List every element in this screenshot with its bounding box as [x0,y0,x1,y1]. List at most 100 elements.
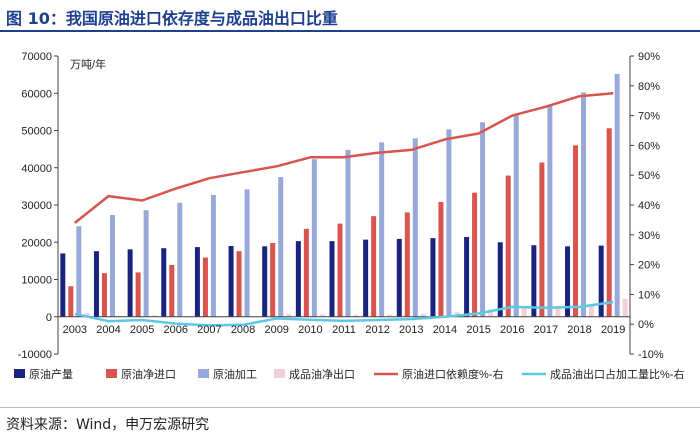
bar-3 [581,92,587,317]
legend-swatch [198,369,209,378]
bar-2 [135,272,141,317]
bar-4 [521,306,527,317]
x-tick-label: 2013 [399,324,423,336]
left-axis-tick-label: 50000 [21,126,52,138]
bar-1 [329,241,335,317]
bar-3 [210,194,216,317]
bar-1 [497,242,503,317]
bar-2 [101,273,107,317]
bar-4 [622,298,628,317]
bar-2 [337,223,343,317]
right-axis-tick-label: 10% [638,289,660,301]
bar-2 [606,128,612,317]
x-tick-label: 2010 [298,324,322,336]
x-tick-label: 2017 [534,324,558,336]
bar-2 [202,257,208,317]
bar-4 [151,315,157,317]
bar-1 [363,239,369,317]
bar-1 [565,246,571,317]
bar-2 [505,175,511,317]
bar-1 [464,237,470,317]
x-tick-label: 2009 [264,324,288,336]
chart-title: 图 10：我国原油进口依存度与成品油出口比重 [6,9,338,28]
title-underline [0,30,700,32]
bar-3 [446,129,452,317]
right-axis: -10% 0% 10% 20% 30% 40% 50% 60% 70% 80% 90% [629,51,664,361]
right-axis-tick-label: 80% [638,81,660,93]
bar-2 [270,242,276,317]
bar-3 [109,215,115,317]
bar-4 [353,314,359,317]
bar-4 [319,314,325,317]
x-tick-labels: 2003 2004 2005 2006 2007 2008 2009 2010 2011 2012… [63,324,626,336]
bar-1 [93,251,99,317]
bar-3 [614,73,620,317]
bar-3 [480,122,486,317]
bar-3 [244,189,250,317]
legend-swatch [106,369,117,378]
bar-3 [412,138,418,317]
bar-2 [169,264,175,317]
bar-1 [228,245,234,317]
x-tick-label: 2014 [433,324,457,336]
bar-4 [555,305,561,317]
x-tick-label: 2005 [130,324,154,336]
bar-2 [573,145,579,317]
bar-3 [345,149,351,317]
bar-1 [262,246,268,317]
bar-3 [76,226,82,317]
legend-swatch [14,369,25,378]
right-axis-tick-label: 70% [638,111,660,123]
bar-1 [396,238,402,317]
bar-2 [371,216,377,317]
legend-label: 原油进口依赖度%-右 [402,367,503,381]
bar-2 [404,212,410,317]
bar-3 [278,177,284,317]
unit-label: 万吨/年 [70,57,106,71]
right-axis-tick-label: 0% [638,319,654,331]
left-axis-tick-label: 40000 [21,163,52,175]
bar-3 [379,142,385,317]
right-axis-tick-label: 90% [638,51,660,63]
line-series-1 [74,92,614,224]
source-divider [0,407,700,408]
bar-2 [303,228,309,317]
bar-marks [60,73,628,318]
bar-1 [295,241,301,317]
bar-4 [387,314,393,317]
right-axis-tick-label: 50% [638,170,660,182]
title-bar: 图 10：我国原油进口依存度与成品油出口比重 [0,0,700,32]
right-axis-tick-label: -10% [638,349,664,361]
bar-4 [589,304,595,317]
bar-1 [127,249,133,317]
x-tick-label: 2016 [500,324,524,336]
x-tick-label: 2012 [365,324,389,336]
bar-2 [472,192,478,317]
legend-label: 成品油出口占加工量比%-右 [550,367,684,381]
left-axis-tick-label: 0 [46,312,52,324]
bar-2 [236,251,242,317]
x-tick-label: 2004 [96,324,120,336]
right-axis-tick-label: 30% [638,230,660,242]
left-axis-tick-label: 10000 [21,275,52,287]
right-axis-tick-label: 20% [638,260,660,272]
x-tick-label: 2008 [231,324,255,336]
x-tick-label: 2018 [567,324,591,336]
bar-1 [60,253,66,317]
line-series-2 [74,300,614,327]
bar-3 [311,159,317,317]
legend-label: 成品油净出口 [289,367,355,381]
left-axis-tick-label: 60000 [21,88,52,100]
bar-3 [143,210,149,317]
bar-1 [531,245,537,317]
legend-label: 原油净进口 [121,367,176,381]
x-tick-label: 2007 [197,324,221,336]
bar-2 [539,162,545,317]
right-axis-tick-label: 60% [638,140,660,152]
bar-1 [161,248,167,317]
right-axis-tick-label: 40% [638,200,660,212]
bar-3 [547,105,553,317]
bar-1 [598,245,604,317]
bar-4 [84,313,90,317]
